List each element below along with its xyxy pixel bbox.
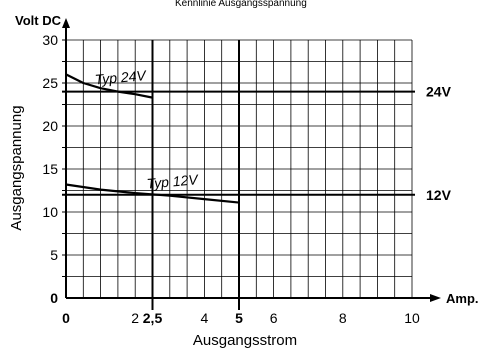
series-line [65,183,240,204]
reference-label: 24V [426,84,452,100]
axes [62,18,441,302]
series-layer: Typ 24V Typ 12V [65,67,240,204]
x-tick-label: 6 [270,310,278,326]
x-tick-label: 2 [131,310,139,326]
series-label: Typ 12V [146,171,200,192]
x-axis-label: Ausgangsstrom [193,332,297,349]
y-tick-label: 15 [42,161,58,177]
reference-lines: 24V 12V [62,84,452,203]
reference-label: 12V [426,187,452,203]
y-axis-label: Ausgangspannung [8,105,25,230]
x-tick-label: 10 [404,310,420,326]
y-axis-arrow [62,18,70,28]
y-tick-label: 30 [42,32,58,48]
y-tick-label: 5 [50,247,58,263]
vertical-markers [151,40,240,298]
y-tick-label: 25 [42,75,58,91]
series-line [65,73,153,99]
x-tick-labels: 0 2 2,5 4 5 6 8 10 [62,298,420,326]
y-tick-label: 0 [50,290,58,306]
x-tick-label: 4 [201,310,209,326]
y-tick-label: 20 [42,118,58,134]
x-axis-arrow [430,294,441,302]
y-tick-label: 10 [42,204,58,220]
x-unit-label: Amp. [446,291,479,306]
chart-title: Kennlinie Ausgangsspannung [175,0,307,9]
x-tick-label: 5 [235,310,243,326]
x-tick-label: 2,5 [143,310,163,326]
y-tick-labels: 0 5 10 15 20 25 30 [42,32,58,306]
x-tick-label: 8 [339,310,347,326]
x-tick-label: 0 [62,310,70,326]
series-label: Typ 24V [94,67,148,88]
y-unit-label: Volt DC [15,13,62,28]
